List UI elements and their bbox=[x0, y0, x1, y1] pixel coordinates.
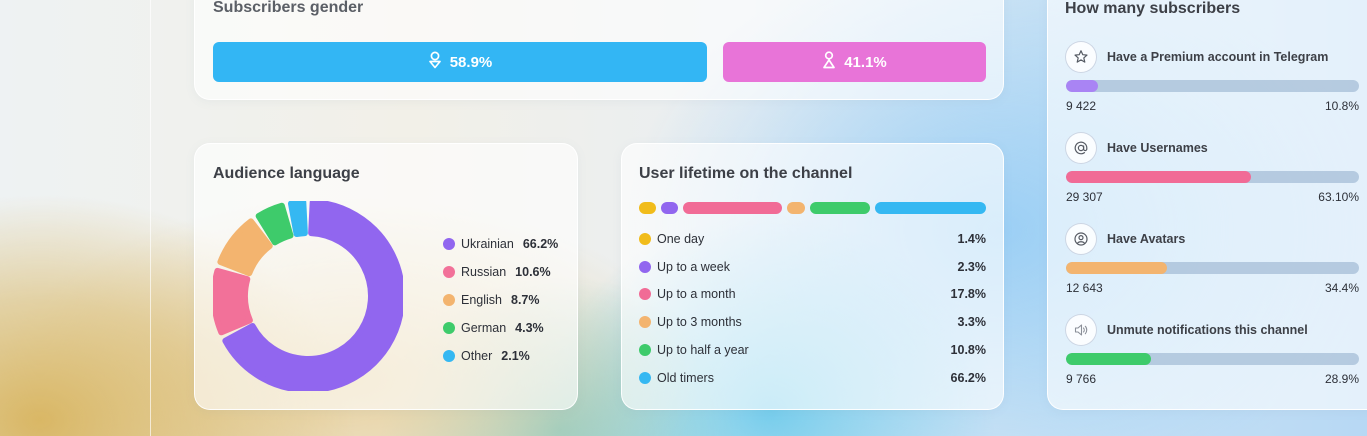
stat-count: 9 422 bbox=[1066, 99, 1097, 113]
at-icon bbox=[1065, 132, 1097, 164]
legend-dot bbox=[443, 322, 455, 334]
female-percent: 41.1% bbox=[844, 53, 887, 71]
lifetime-label: Up to a month bbox=[657, 287, 736, 302]
male-share-bar: 58.9% bbox=[213, 42, 707, 82]
donut-segment-other bbox=[287, 201, 308, 238]
lifetime-percent: 10.8% bbox=[950, 343, 986, 358]
stat-percent: 28.9% bbox=[1324, 372, 1359, 386]
segment-up-to-half-a-year bbox=[810, 202, 871, 214]
lifetime-dot bbox=[639, 316, 651, 329]
legend-item-english: English 8.7% bbox=[443, 286, 558, 314]
stat-percent: 34.4% bbox=[1324, 281, 1359, 295]
audience-language-card: Audience language Ukrainian 66.2% Russian… bbox=[194, 143, 578, 410]
segment-up-to-a-week bbox=[661, 202, 679, 214]
legend-item-german: German 4.3% bbox=[443, 314, 558, 342]
lifetime-card-title: User lifetime on the channel bbox=[639, 165, 853, 182]
legend-label: Other bbox=[461, 349, 493, 363]
stat-progress-fill bbox=[1066, 353, 1151, 365]
segment-up-to-3-months bbox=[787, 202, 806, 214]
lifetime-percent: 1.4% bbox=[957, 231, 987, 246]
lifetime-percent: 2.3% bbox=[957, 259, 987, 274]
stat-count: 9 766 bbox=[1066, 372, 1097, 386]
female-share-bar: 41.1% bbox=[723, 42, 986, 82]
gender-card-title: Subscribers gender bbox=[213, 0, 364, 16]
legend-percent: 4.3% bbox=[515, 321, 544, 335]
stat-progress-track bbox=[1066, 171, 1359, 183]
star-icon bbox=[1065, 41, 1097, 73]
lifetime-row: Up to half a year 10.8% bbox=[639, 336, 986, 364]
stat-label: Have Usernames bbox=[1107, 141, 1208, 155]
lifetime-row: Up to a month 17.8% bbox=[639, 281, 986, 309]
lifetime-row: Up to 3 months 3.3% bbox=[639, 308, 986, 336]
speaker-icon bbox=[1065, 314, 1097, 346]
stat-progress-fill bbox=[1066, 80, 1098, 92]
how-many-subscribers-card: How many subscribers Have a Premium acco… bbox=[1047, 0, 1367, 410]
legend-label: German bbox=[461, 321, 507, 335]
lifetime-label: Up to a week bbox=[657, 259, 730, 274]
stat-label: Have a Premium account in Telegram bbox=[1107, 50, 1329, 64]
lifetime-percent: 17.8% bbox=[950, 287, 986, 302]
donut-segment-german bbox=[255, 202, 294, 246]
lifetime-row: One day 1.4% bbox=[639, 225, 986, 253]
lifetime-row: Old timers 66.2% bbox=[639, 364, 986, 392]
stat-progress-fill bbox=[1066, 262, 1167, 274]
left-panel-divider bbox=[150, 0, 151, 436]
legend-dot bbox=[443, 294, 455, 306]
lifetime-label: Up to half a year bbox=[657, 343, 749, 358]
lifetime-row: Up to a week 2.3% bbox=[639, 253, 986, 281]
user-lifetime-card: User lifetime on the channel One day 1.4%… bbox=[621, 143, 1004, 410]
female-icon bbox=[822, 51, 836, 73]
legend-percent: 2.1% bbox=[501, 349, 530, 363]
language-card-title: Audience language bbox=[213, 165, 360, 182]
legend-dot bbox=[443, 238, 455, 250]
legend-item-ukrainian: Ukrainian 66.2% bbox=[443, 230, 558, 258]
lifetime-label: Up to 3 months bbox=[657, 315, 742, 330]
stat-progress-fill bbox=[1066, 171, 1251, 183]
segment-one-day bbox=[639, 202, 657, 214]
legend-dot bbox=[443, 266, 455, 278]
language-legend: Ukrainian 66.2% Russian 10.6% English 8.7% … bbox=[443, 230, 558, 370]
legend-item-other: Other 2.1% bbox=[443, 342, 558, 370]
donut-segment-ukrainian bbox=[222, 201, 403, 391]
legend-label: Russian bbox=[461, 265, 507, 279]
subscribers-card-title: How many subscribers bbox=[1065, 0, 1241, 17]
legend-label: Ukrainian bbox=[461, 237, 514, 251]
lifetime-dot bbox=[639, 371, 651, 384]
legend-item-russian: Russian 10.6% bbox=[443, 258, 558, 286]
avatar-icon bbox=[1065, 223, 1097, 255]
male-percent: 58.9% bbox=[449, 53, 493, 71]
segment-up-to-a-month bbox=[683, 202, 783, 214]
lifetime-list: One day 1.4% Up to a week 2.3% Up to a mon… bbox=[639, 225, 986, 392]
lifetime-segmented-bar bbox=[639, 202, 986, 214]
stat-progress-track bbox=[1066, 262, 1359, 274]
subscribers-gender-card: Subscribers gender 58.9% 41.1% bbox=[194, 0, 1004, 100]
legend-percent: 8.7% bbox=[511, 293, 540, 307]
lifetime-dot bbox=[639, 232, 651, 245]
stat-count: 29 307 bbox=[1066, 190, 1103, 204]
stat-percent: 10.8% bbox=[1324, 99, 1359, 113]
stat-percent: 63.10% bbox=[1318, 190, 1359, 204]
lifetime-label: Old timers bbox=[657, 370, 714, 385]
stat-label: Have Avatars bbox=[1107, 232, 1186, 246]
legend-percent: 10.6% bbox=[515, 265, 551, 279]
donut-segment-english bbox=[217, 218, 273, 277]
lifetime-percent: 3.3% bbox=[957, 315, 987, 330]
stat-progress-track bbox=[1066, 80, 1359, 92]
legend-percent: 66.2% bbox=[522, 237, 559, 251]
lifetime-label: One day bbox=[657, 231, 705, 246]
lifetime-dot bbox=[639, 344, 651, 357]
donut-segment-russian bbox=[213, 267, 253, 336]
male-icon bbox=[428, 51, 442, 73]
lifetime-percent: 66.2% bbox=[950, 370, 986, 385]
stat-count: 12 643 bbox=[1066, 281, 1103, 295]
stat-progress-track bbox=[1066, 353, 1359, 365]
lifetime-dot bbox=[639, 288, 651, 301]
legend-label: English bbox=[461, 293, 502, 307]
language-donut-chart bbox=[213, 201, 403, 391]
lifetime-dot bbox=[639, 260, 651, 273]
stat-label: Unmute notifications this channel bbox=[1107, 323, 1308, 337]
segment-old-timers bbox=[875, 202, 986, 214]
legend-dot bbox=[443, 350, 455, 362]
